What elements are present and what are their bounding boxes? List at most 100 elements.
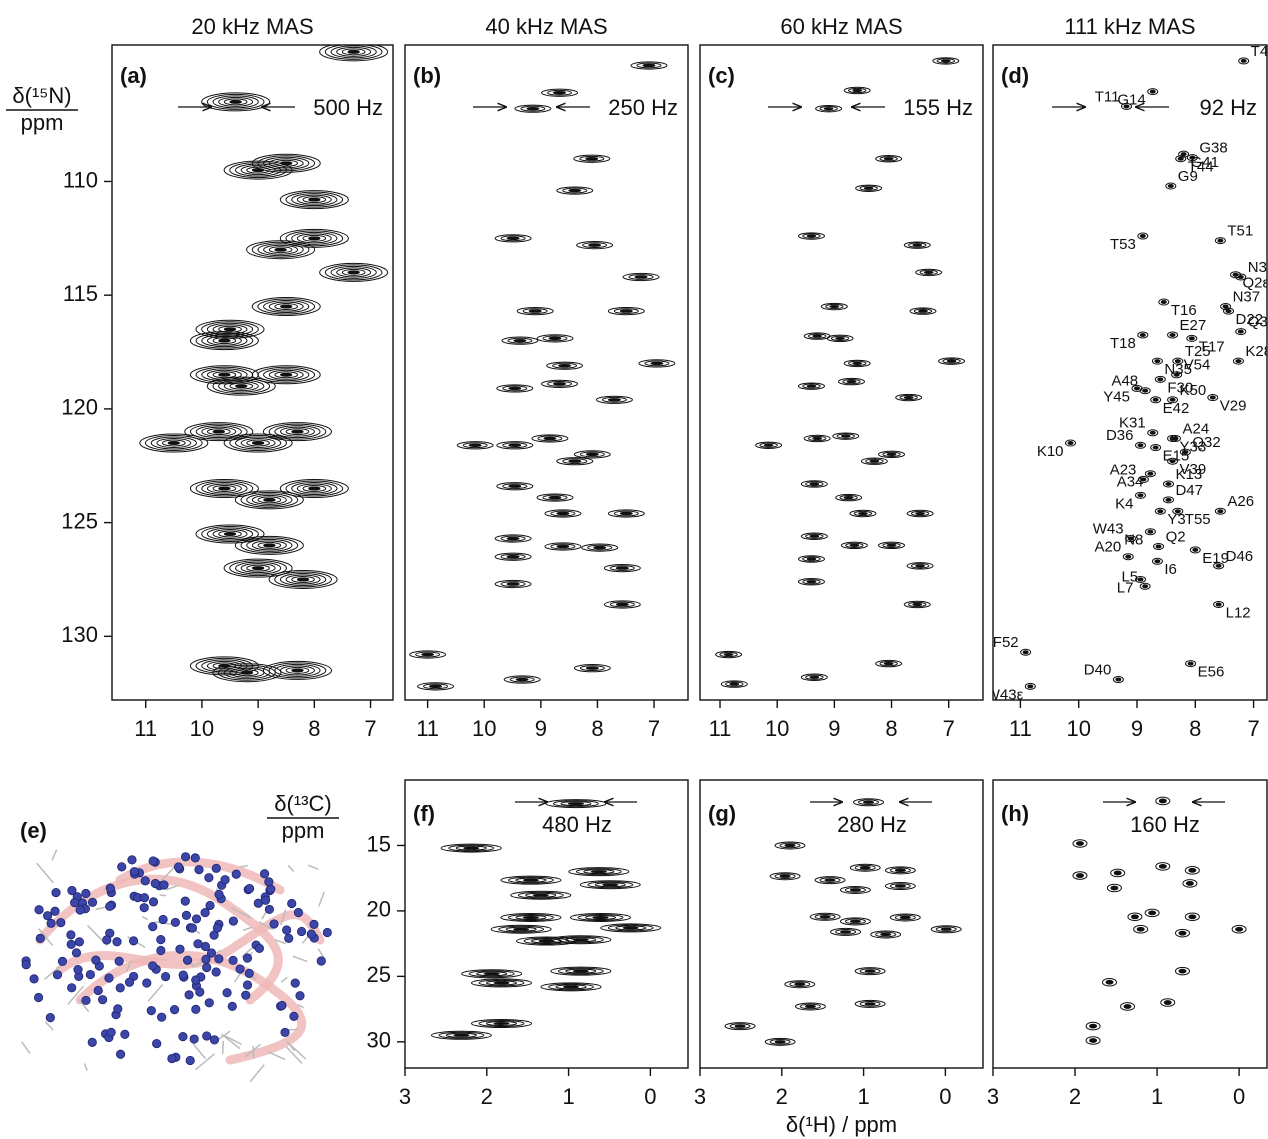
bond [158, 866, 176, 885]
bond [285, 1046, 303, 1064]
contour-ring [573, 154, 611, 163]
x-tick-label: 7 [364, 716, 376, 741]
contour-ring [809, 534, 820, 538]
atom [211, 967, 221, 977]
contour-ring [541, 379, 579, 388]
x-tick-label: 1 [1151, 1084, 1163, 1109]
contour-ring [884, 866, 916, 875]
peak [514, 104, 552, 113]
peak-label: Y3 [1167, 511, 1185, 528]
contour-ring [218, 325, 242, 333]
contour-ring [619, 309, 633, 313]
contour-ring [206, 376, 276, 396]
contour-ring [223, 381, 259, 392]
contour-ring [802, 579, 821, 585]
contour-ring [440, 843, 502, 853]
contour-ring [506, 582, 520, 586]
contour-ring [894, 884, 906, 888]
contour-ring [279, 665, 315, 676]
contour-ring [536, 334, 574, 343]
atom [33, 992, 44, 1003]
contour-ring [494, 579, 532, 589]
peak [843, 86, 871, 95]
contour-ring [723, 652, 734, 657]
contour-ring [863, 186, 874, 190]
peak [839, 885, 871, 894]
atom [204, 873, 214, 883]
contour-ring [1150, 444, 1162, 452]
contour-ring [1127, 536, 1134, 541]
peak [906, 509, 934, 518]
contour-ring [189, 478, 259, 498]
contour-ring [548, 983, 595, 991]
contour-ring [1154, 375, 1166, 383]
atom [194, 864, 204, 875]
contour-ring [1150, 396, 1162, 404]
contour-ring [471, 1018, 533, 1028]
contour-ring [506, 236, 520, 241]
contour-ring [189, 423, 248, 440]
peak [603, 600, 641, 609]
contour-ring [573, 450, 611, 459]
atom [316, 956, 326, 966]
atom [66, 930, 76, 940]
contour-ring [296, 577, 310, 582]
contour-ring [548, 336, 562, 341]
contour-ring [886, 452, 897, 456]
peak [1144, 470, 1156, 478]
contour-ring [455, 845, 487, 851]
contour-ring [883, 157, 894, 161]
contour-ring [291, 481, 338, 495]
y-axis-label: ppm [21, 110, 64, 135]
peak [494, 552, 532, 561]
contour-ring [729, 1023, 751, 1029]
peak-label: L5 [1121, 568, 1138, 585]
contour-ring [895, 393, 923, 402]
contour-ring [858, 511, 868, 516]
contour-ring [930, 925, 962, 934]
atom [214, 889, 224, 899]
contour-ring [628, 274, 654, 280]
atom [182, 955, 193, 965]
frame [992, 44, 1268, 701]
contour-ring [319, 45, 389, 62]
atom [87, 897, 98, 907]
contour-ring [1151, 557, 1163, 565]
contour-ring [1165, 182, 1177, 190]
x-tick-label: 10 [472, 716, 496, 741]
bond [67, 985, 85, 1005]
peak [875, 155, 903, 163]
peak-label: K50 [1180, 382, 1207, 399]
peak [1150, 396, 1162, 404]
contour-ring [550, 935, 612, 945]
contour-ring [274, 247, 287, 252]
contour-ring [201, 426, 237, 437]
atom [148, 921, 158, 932]
contour-ring [1235, 359, 1242, 364]
peak [556, 457, 594, 466]
contour-ring [607, 924, 654, 932]
atom [280, 1027, 290, 1038]
contour-ring [1152, 397, 1159, 402]
contour-ring [1153, 542, 1165, 550]
peak [1134, 491, 1146, 499]
contour-ring [836, 433, 855, 439]
peak [279, 228, 349, 248]
contour-ring [263, 497, 276, 502]
peak-label: T25 [1185, 343, 1211, 360]
x-tick-label: 2 [1069, 1084, 1081, 1109]
contour-ring [542, 335, 568, 342]
atom [191, 914, 202, 924]
peak [1213, 562, 1225, 570]
atom [231, 869, 241, 879]
peak [471, 978, 533, 988]
panel-title: 111 kHz MAS [1064, 14, 1195, 39]
frame [699, 779, 984, 1069]
peak [1085, 1036, 1101, 1045]
contour-ring [218, 486, 231, 491]
atom [93, 985, 103, 996]
contour-ring [263, 156, 310, 170]
contour-ring [268, 369, 304, 380]
linewidth-label: 280 Hz [837, 812, 907, 837]
contour-ring [556, 511, 570, 516]
